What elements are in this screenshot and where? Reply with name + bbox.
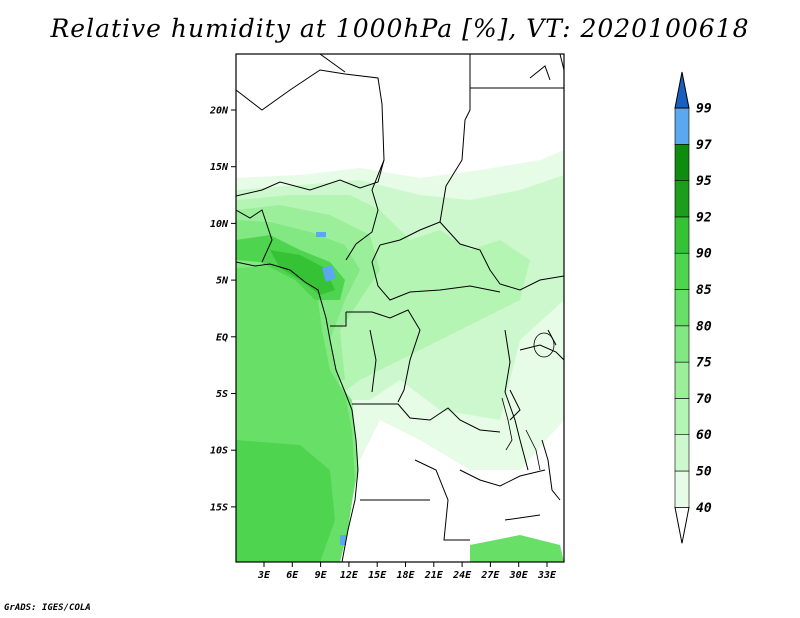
colorbar: 40 50 60 70 75 80 85 90 92 95 97 99 bbox=[674, 71, 712, 544]
colorbar-segment bbox=[674, 434, 690, 472]
field-90-south bbox=[236, 440, 335, 562]
lat-label: 10N bbox=[210, 219, 229, 230]
colorbar-label: 80 bbox=[696, 319, 712, 334]
colorbar-segment bbox=[674, 398, 690, 435]
lon-label: 21E bbox=[424, 570, 444, 581]
lon-label: 15E bbox=[368, 570, 387, 581]
colorbar-segment bbox=[674, 252, 690, 290]
grads-credit: GrADS: IGES/COLA bbox=[4, 603, 91, 613]
coastlines-borders bbox=[236, 54, 564, 562]
lat-label: 15S bbox=[210, 502, 228, 513]
colorbar-label: 92 bbox=[696, 210, 712, 225]
lon-label: 9E bbox=[315, 570, 328, 581]
latitude-axis: 20N 15N 10N 5N EQ 5S 10S 15S bbox=[209, 106, 236, 513]
field-85-south bbox=[470, 535, 564, 562]
humidity-field bbox=[236, 54, 564, 562]
colorbar-segment bbox=[674, 216, 690, 254]
field-95-cell bbox=[316, 232, 326, 237]
lon-label: 33E bbox=[537, 570, 557, 581]
colorbar-label: 85 bbox=[696, 283, 712, 298]
map-frame bbox=[235, 53, 565, 563]
lon-label: 30E bbox=[509, 570, 529, 581]
lat-label: 10S bbox=[210, 446, 228, 457]
lon-label: 6E bbox=[286, 570, 299, 581]
lat-label: 15N bbox=[210, 162, 229, 173]
field-95-cell bbox=[322, 265, 336, 282]
colorbar-label: 70 bbox=[696, 392, 712, 407]
colorbar-label: 60 bbox=[696, 428, 712, 443]
colorbar-segment bbox=[674, 325, 690, 363]
colorbar-label: 90 bbox=[696, 247, 712, 262]
lon-label: 18E bbox=[396, 570, 415, 581]
colorbar-label: 97 bbox=[696, 138, 712, 153]
lat-label: 20N bbox=[209, 106, 229, 117]
west-africa-coast bbox=[236, 261, 359, 562]
field-95-cell bbox=[340, 535, 346, 545]
colorbar-lower-triangle bbox=[674, 506, 690, 544]
colorbar-label: 75 bbox=[696, 356, 712, 371]
colorbar-label: 40 bbox=[696, 501, 712, 516]
lon-label: 12E bbox=[340, 570, 359, 581]
colorbar-label: 99 bbox=[696, 102, 712, 117]
colorbar-upper-triangle bbox=[674, 71, 690, 109]
lat-label: 5N bbox=[216, 276, 229, 287]
lon-label: 3E bbox=[257, 570, 271, 581]
lat-label: EQ bbox=[216, 332, 228, 343]
map-title: Relative humidity at 1000hPa [%], VT: 20… bbox=[50, 14, 750, 43]
colorbar-segment bbox=[674, 107, 690, 145]
longitude-axis: 3E 6E 9E 12E 15E 18E 21E 24E 27E 30E 33E bbox=[257, 562, 557, 581]
lon-label: 24E bbox=[452, 570, 472, 581]
colorbar-segment bbox=[674, 144, 690, 181]
lat-label: 5S bbox=[216, 389, 228, 400]
lakes bbox=[501, 332, 555, 471]
colorbar-segment bbox=[674, 470, 690, 508]
lon-label: 27E bbox=[480, 570, 500, 581]
colorbar-segment bbox=[674, 289, 690, 327]
colorbar-label: 50 bbox=[696, 465, 712, 480]
colorbar-segment bbox=[674, 180, 690, 218]
field-92-region bbox=[270, 250, 335, 295]
colorbar-segment bbox=[674, 361, 690, 399]
colorbar-label: 95 bbox=[696, 174, 712, 189]
